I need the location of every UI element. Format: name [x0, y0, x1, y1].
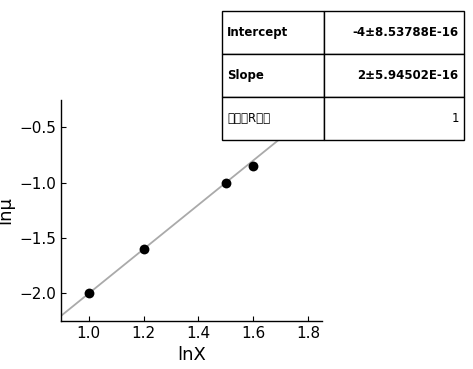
Point [140, 246, 148, 252]
Bar [222, 54, 324, 97]
Bar [324, 97, 464, 140]
Text: 1: 1 [451, 112, 459, 125]
Text: 调整后R平方: 调整后R平方 [227, 112, 270, 125]
Point [222, 180, 229, 186]
Bar [222, 11, 324, 54]
Y-axis label: lnμ: lnμ [0, 196, 14, 224]
Bar [324, 11, 464, 54]
Text: -4±8.53788E-16: -4±8.53788E-16 [352, 26, 459, 39]
Bar [324, 54, 464, 97]
Bar [222, 97, 324, 140]
Text: 2±5.94502E-16: 2±5.94502E-16 [358, 69, 459, 82]
Text: Slope: Slope [227, 69, 264, 82]
Text: Intercept: Intercept [227, 26, 289, 39]
Point [249, 163, 257, 169]
Point [85, 290, 93, 296]
X-axis label: lnX: lnX [177, 346, 206, 365]
Point [290, 124, 298, 130]
